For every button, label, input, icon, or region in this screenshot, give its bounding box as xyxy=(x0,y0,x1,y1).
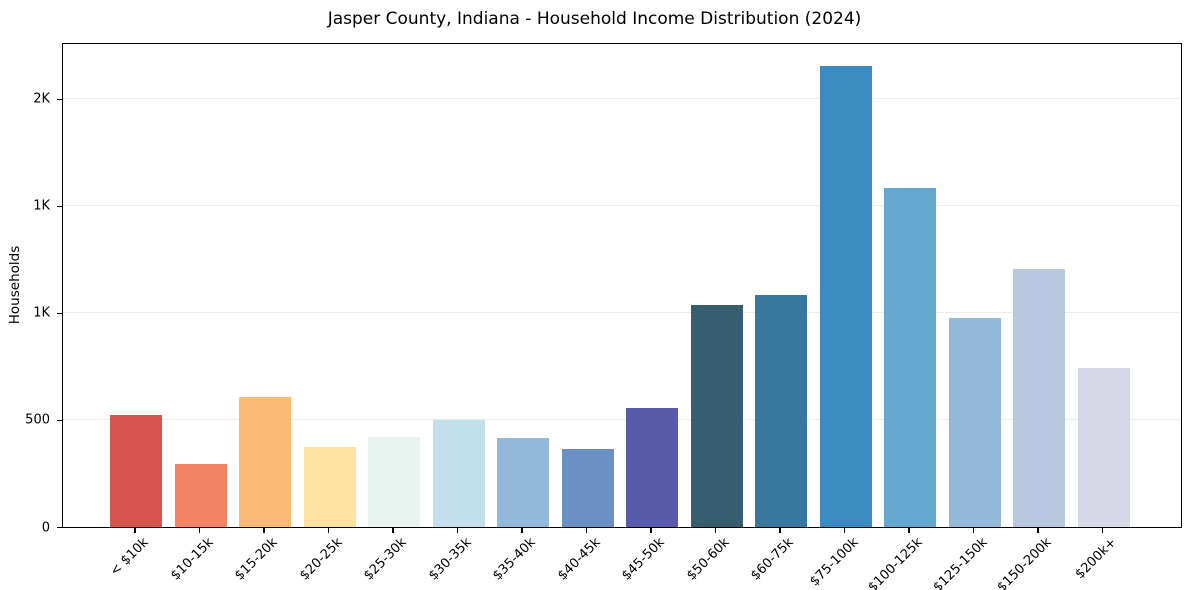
bar-$200k+ xyxy=(1077,368,1130,527)
bar-$25-30k xyxy=(368,436,420,527)
gridline xyxy=(63,204,1181,206)
bar-$30-35k xyxy=(432,419,485,527)
x-tick-label: $40-45k xyxy=(554,535,604,584)
x-tick-mark xyxy=(650,527,652,533)
bar-$50-60k xyxy=(690,305,743,527)
x-tick-mark xyxy=(972,527,975,533)
x-tick-label: $30-35k xyxy=(425,535,475,584)
y-tick-label: 1K xyxy=(33,305,50,321)
x-tick-mark xyxy=(392,527,394,533)
bar-$40-45k xyxy=(561,449,614,527)
bar-$100-125k xyxy=(884,188,936,527)
x-tick-label: $20-25k xyxy=(296,535,346,584)
x-tick-label: $125-150k xyxy=(929,535,991,590)
bar-$45-50k xyxy=(626,407,678,527)
bar-$15-20k xyxy=(239,397,291,527)
x-tick-mark xyxy=(908,527,910,533)
gridline xyxy=(63,311,1181,313)
bar-$75-100k xyxy=(819,66,872,527)
y-tick-label: 0 xyxy=(41,520,50,535)
gridline xyxy=(63,97,1181,99)
bar-$125-150k xyxy=(948,317,1001,527)
x-tick-mark xyxy=(327,527,330,533)
x-tick-mark xyxy=(585,527,588,533)
chart-title: Jasper County, Indiana - Household Incom… xyxy=(327,9,862,29)
x-tick-label: $45-50k xyxy=(619,535,668,584)
x-tick-label: $75-100k xyxy=(806,535,862,590)
x-tick-mark xyxy=(779,527,781,533)
y-tick-mark xyxy=(57,526,62,529)
x-tick-label: $10-15k xyxy=(167,535,217,584)
x-tick-label: $35-40k xyxy=(490,535,539,584)
x-tick-mark xyxy=(263,527,265,533)
x-tick-mark xyxy=(134,527,136,533)
gridline xyxy=(63,418,1181,420)
x-tick-label: $60-75k xyxy=(748,535,797,584)
y-tick-mark xyxy=(57,312,62,315)
x-tick-mark xyxy=(521,527,523,533)
x-tick-label: < $10k xyxy=(107,535,152,580)
x-tick-mark xyxy=(1101,527,1104,533)
x-tick-label: $150-200k xyxy=(994,535,1055,590)
bar-$60-75k xyxy=(755,295,807,527)
x-tick-mark xyxy=(456,527,459,533)
y-axis-label: Households xyxy=(7,245,23,325)
x-tick-label: $50-60k xyxy=(683,535,733,584)
x-tick-mark xyxy=(843,527,846,533)
x-tick-mark xyxy=(714,527,717,533)
y-tick-label: 500 xyxy=(25,412,50,428)
x-tick-label: $25-30k xyxy=(361,535,410,584)
y-tick-label: 1K xyxy=(33,198,50,214)
bar-$150-200k xyxy=(1013,268,1065,527)
bar-$10-15k xyxy=(174,464,227,527)
y-tick-mark xyxy=(57,419,62,422)
x-tick-label: $15-20k xyxy=(232,535,281,584)
bar-< $10k xyxy=(110,415,162,527)
y-tick-label: 2K xyxy=(33,91,50,107)
plot-area xyxy=(62,43,1182,528)
y-tick-mark xyxy=(57,98,62,101)
x-tick-label: $100-125k xyxy=(865,535,926,590)
bar-$35-40k xyxy=(497,437,549,527)
x-tick-label: $200k+ xyxy=(1072,535,1120,583)
y-tick-mark xyxy=(57,205,62,208)
bar-$20-25k xyxy=(303,447,356,527)
x-tick-mark xyxy=(1037,527,1039,533)
x-tick-mark xyxy=(198,527,201,533)
